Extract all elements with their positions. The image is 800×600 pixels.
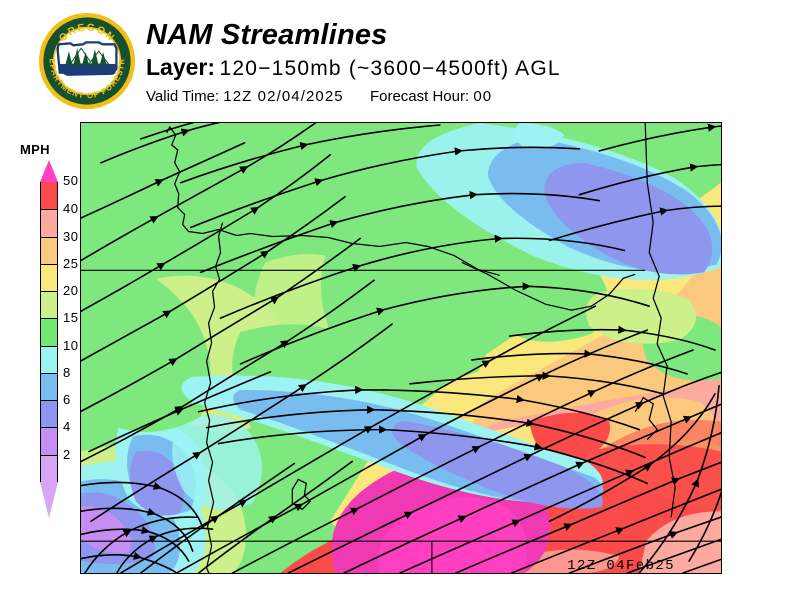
streamline <box>239 282 651 365</box>
seal-icon: OREGON DEPARTMENT OF FORESTRY <box>35 5 136 110</box>
forecast-hour-value: 00 <box>473 88 493 105</box>
streamline <box>81 237 361 413</box>
oregon-department-of-forestry-logo: OREGON DEPARTMENT OF FORESTRY <box>35 5 136 110</box>
colorbar-band-30: 30 <box>41 229 78 264</box>
colorbar-tick-50: 50 <box>63 173 79 188</box>
valid-time-label: Valid Time: <box>146 88 220 105</box>
colorbar-tick-6: 6 <box>63 392 71 408</box>
streamline <box>548 393 716 523</box>
wind-speed-colorbar: MPH 50 40 30 25 20 15 10 8 6 4 2 <box>14 142 78 522</box>
colorbar-band-25: 25 <box>41 256 78 292</box>
streamline <box>81 507 194 552</box>
streamline <box>682 558 721 573</box>
colorbar-band-2: 2 <box>41 447 70 482</box>
streamline <box>81 279 375 463</box>
map-canvas[interactable] <box>81 123 721 573</box>
streamline <box>688 490 721 562</box>
colorbar-tick-20: 20 <box>63 283 79 299</box>
streamline <box>548 205 721 242</box>
streamline <box>81 142 246 219</box>
page-header: OREGON DEPARTMENT OF FORESTRY NAM Stream… <box>0 0 800 118</box>
streamline <box>81 526 190 562</box>
colorbar-title: MPH <box>20 142 50 157</box>
colorbar-under-arrow <box>40 482 58 518</box>
forecast-hour-label: Forecast Hour: <box>369 88 470 105</box>
map-timestamp-stamp: 12Z 04Feb25 <box>567 558 675 574</box>
colorbar-tick-30: 30 <box>63 228 79 244</box>
streamline <box>100 123 221 164</box>
colorbar-tick-2: 2 <box>63 446 71 462</box>
streamline <box>81 195 346 362</box>
colorbar-tick-10: 10 <box>63 337 79 353</box>
streamline <box>81 481 204 528</box>
meta-line: Valid Time: 12Z 02/04/2025 Forecast Hour… <box>146 88 786 106</box>
colorbar-band-4: 4 <box>41 419 70 455</box>
colorbar-band-20: 20 <box>41 283 78 319</box>
streamline <box>638 385 720 573</box>
streamline <box>189 146 581 229</box>
page-title: NAM Streamlines <box>146 19 388 51</box>
layer-value: 120−150mb (~3600−4500ft) AGL <box>219 57 561 80</box>
streamline <box>179 124 441 184</box>
colorbar-tick-4: 4 <box>63 419 71 435</box>
layer-label: Layer: <box>146 54 216 80</box>
streamline <box>84 516 198 573</box>
streamline <box>197 460 353 573</box>
region-salmon-se-corner <box>639 511 721 573</box>
forecast-hour-group: Forecast Hour: 00 <box>370 88 492 105</box>
streamline <box>578 163 721 196</box>
colorbar-tick-8: 8 <box>63 364 71 380</box>
colorbar-bands: 50 40 30 25 20 15 10 8 6 4 2 <box>40 173 78 482</box>
streamline-map[interactable]: 12Z 04Feb25 <box>80 122 722 574</box>
streamline <box>568 516 721 573</box>
colorbar-band-50: 50 <box>41 173 78 210</box>
colorbar-band-8: 8 <box>41 365 70 401</box>
colorbar-band-40: 40 <box>41 201 78 237</box>
colorbar-tick-40: 40 <box>63 201 79 217</box>
colorbar-tick-15: 15 <box>63 310 79 326</box>
valid-time-value: 12Z 02/04/2025 <box>223 88 344 105</box>
streamline <box>81 551 178 573</box>
streamline <box>510 488 721 573</box>
streamline <box>116 527 214 573</box>
region-green-ne <box>484 250 609 342</box>
colorbar-bar: 50 40 30 25 20 15 10 8 6 4 2 <box>40 160 78 518</box>
region-cyan-n-edge <box>514 123 565 149</box>
streamline-layer <box>81 123 721 573</box>
colorbar-tick-25: 25 <box>63 255 79 271</box>
streamline <box>140 462 296 573</box>
streamline <box>199 190 601 274</box>
streamline <box>455 461 721 573</box>
colorbar-band-15: 15 <box>41 310 78 346</box>
streamline <box>88 371 272 453</box>
layer-line: Layer: 120−150mb (~3600−4500ft) AGL <box>146 53 786 85</box>
colorbar-over-arrow <box>40 160 58 182</box>
colorbar-band-6: 6 <box>41 392 70 428</box>
title-block: NAM Streamlines Layer: 120−150mb (~3600−… <box>146 18 786 106</box>
colorbar-band-10: 10 <box>41 338 78 373</box>
streamline <box>598 123 721 152</box>
streamline <box>626 538 721 573</box>
streamline <box>140 123 195 140</box>
streamline <box>81 123 317 262</box>
columbia-river-boundary <box>461 261 636 311</box>
streamline <box>343 403 721 573</box>
streamline <box>81 154 332 313</box>
streamline <box>219 234 626 319</box>
